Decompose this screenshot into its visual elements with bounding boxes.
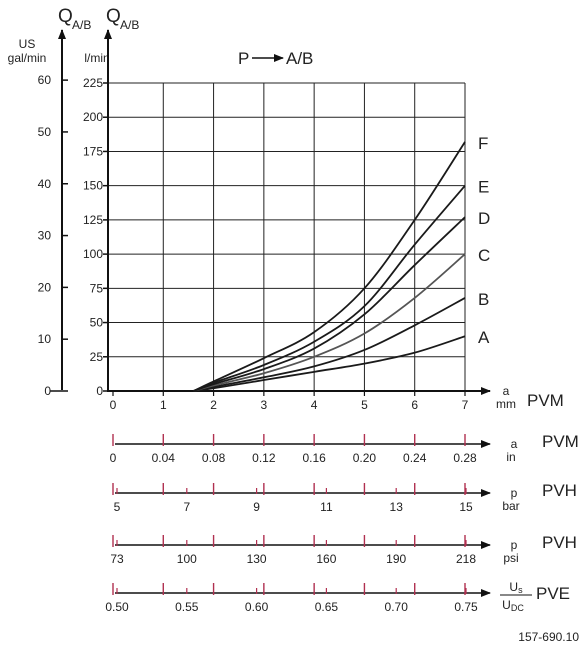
curve-d [193,216,466,392]
curve-c [193,253,466,392]
us-tick-label: 0 [44,384,51,398]
pvh_bar-tick-label: 9 [253,500,260,514]
pvm-label-mm: PVM [527,391,564,410]
mm-tick-label: 0 [110,398,117,412]
q-sub-right: A/B [120,18,139,32]
curve-label-f: F [478,134,488,153]
pve-unit-den-sub: DC [511,603,524,613]
mm-tick-label: 6 [411,398,418,412]
us-tick-label: 60 [38,73,52,87]
curve-b [193,297,466,392]
pvh_psi-tick-label: 190 [386,552,406,566]
curve-label-e: E [478,178,489,197]
grid [108,82,466,391]
pve-tick-label: 0.50 [105,600,129,614]
mm-unit: mm [496,397,516,411]
lmin-tick-label: 75 [90,281,104,295]
curve-a [193,335,466,392]
pvm_in-tick-label: 0.24 [403,451,427,465]
pvh_psi-tick-label: 218 [456,552,476,566]
pvh_bar-tick-label: 13 [390,500,404,514]
lmin-tick-label: 0 [96,384,103,398]
pvm_in-tick-label: 0.08 [202,451,226,465]
lmin-tick-label: 100 [83,247,103,261]
pvm_in-tick-label: 0.04 [152,451,176,465]
lmin-unit: l/min [84,51,109,65]
mm-unit-top: a [503,384,510,398]
lmin-tick-label: 175 [83,144,103,158]
mm-tick-label: 2 [210,398,217,412]
lmin-tick-label: 225 [83,76,103,90]
pvm_in-unit-top: a [511,437,518,451]
pvm_in-unit: in [506,450,515,464]
lmin-tick-label: 150 [83,179,103,193]
pvh_psi-tick-label: 100 [177,552,197,566]
pvh_bar-unit: bar [502,499,519,513]
pvm_in-tick-label: 0.16 [302,451,326,465]
pvh_bar-tick-label: 7 [183,500,190,514]
lmin-tick-label: 25 [90,350,104,364]
mm-tick-label: 3 [261,398,268,412]
curve-label-b: B [478,290,489,309]
pve-tick-label: 0.55 [175,600,199,614]
mm-tick-label: 4 [311,398,318,412]
curve-e [193,185,466,392]
pvh_psi-unit: psi [503,551,518,565]
us-tick-label: 50 [38,125,52,139]
lmin-tick-label: 50 [90,316,104,330]
us-tick-label: 30 [38,229,52,243]
pvm_in-tick-label: 0.12 [252,451,276,465]
pve-unit-num: Us [509,580,523,595]
lmin-tick-label: 125 [83,213,103,227]
lmin-tick-label: 200 [83,110,103,124]
curve-label-c: C [478,246,490,265]
pvh_bar-label: PVH [542,481,577,500]
us-unit-line2: gal/min [8,51,47,65]
title-ab: A/B [286,49,313,68]
us-ticks: 0 10 20 30 40 50 60 [38,73,68,398]
pvh_bar-tick-label: 15 [459,500,473,514]
pvh_psi-unit-top: p [511,538,518,552]
us-tick-label: 10 [38,332,52,346]
us-tick-label: 40 [38,177,52,191]
figure-id: 157-690.10 [518,630,579,644]
curve-f [193,141,466,392]
q-label-right: Q [106,6,121,27]
pve-tick-label: 0.75 [454,600,478,614]
pvm_in-tick-label: 0 [110,451,117,465]
pvh_psi-tick-label: 73 [110,552,124,566]
pve-tick-label: 0.65 [315,600,339,614]
title-p: P [238,49,249,68]
mm-tick-label: 1 [160,398,167,412]
q-label-left: Q [58,6,73,27]
pvm_in-tick-label: 0.20 [353,451,377,465]
mm-tick-label: 7 [462,398,469,412]
us-unit-line1: US [19,37,36,51]
pvh_psi-tick-label: 130 [247,552,267,566]
pvm_in-tick-label: 0.28 [453,451,477,465]
q-sub-left: A/B [72,18,91,32]
pve-tick-label: 0.70 [385,600,409,614]
curve-label-d: D [478,209,490,228]
us-tick-label: 20 [38,280,52,294]
pve-unit-num-sub: s [518,585,523,595]
pvh_bar-unit-top: p [511,486,518,500]
pve-tick-label: 0.60 [245,600,269,614]
pvh_bar-tick-label: 11 [320,500,333,514]
mm-tick-label: 5 [361,398,368,412]
pvh_bar-tick-label: 5 [114,500,121,514]
pvm_in-label: PVM [542,432,579,451]
curves: AB CDE F [193,134,490,392]
pve-unit-den: UDC [502,598,524,613]
pve-label: PVE [536,584,570,603]
pvh_psi-tick-label: 160 [316,552,336,566]
curve-label-a: A [478,328,490,347]
lmin-ticks: 0 25 50 75 100 125 150 175 200 225 [83,76,108,398]
pvh_psi-label: PVH [542,533,577,552]
